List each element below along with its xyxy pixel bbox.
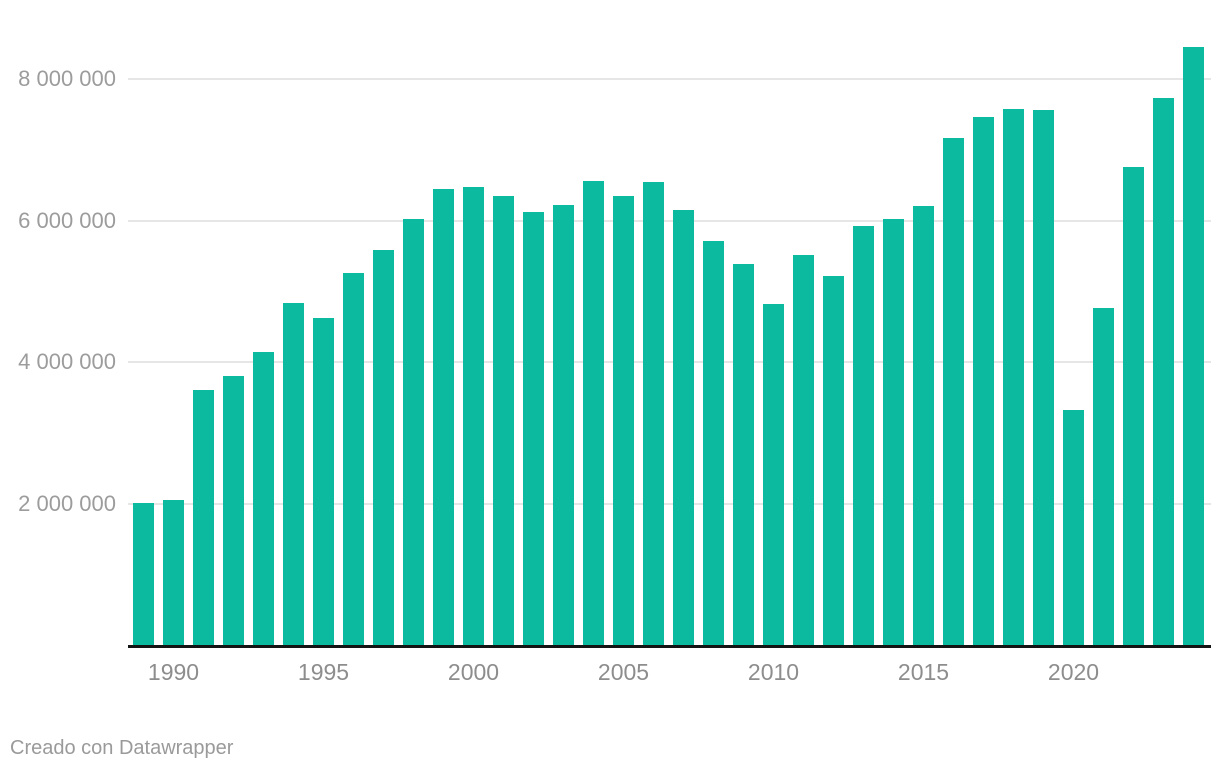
bar-2008[interactable] <box>703 241 724 645</box>
bar-1995[interactable] <box>313 318 334 645</box>
bar-1996[interactable] <box>343 273 364 645</box>
x-tick-label-2015: 2015 <box>897 659 950 685</box>
x-tick-label-2005: 2005 <box>597 659 650 685</box>
bar-1991[interactable] <box>193 390 214 645</box>
y-tick-label-4000000: 4 000 000 <box>18 349 116 374</box>
x-tick-label-1995: 1995 <box>297 659 350 685</box>
bar-2013[interactable] <box>853 226 874 645</box>
bar-2016[interactable] <box>943 138 964 645</box>
x-tick-label-2020: 2020 <box>1047 659 1100 685</box>
bar-2000[interactable] <box>463 187 484 645</box>
gridline-8000000 <box>128 78 1211 80</box>
bar-1993[interactable] <box>253 352 274 645</box>
bar-1999[interactable] <box>433 189 454 645</box>
bar-2010[interactable] <box>763 304 784 645</box>
plot-area <box>128 0 1211 645</box>
bar-2003[interactable] <box>553 205 574 645</box>
bar-2014[interactable] <box>883 219 904 645</box>
bar-1990[interactable] <box>163 500 184 645</box>
bar-2002[interactable] <box>523 212 544 645</box>
bar-2007[interactable] <box>673 210 694 645</box>
bar-2020[interactable] <box>1063 410 1084 645</box>
bar-2017[interactable] <box>973 117 994 645</box>
x-tick-label-2000: 2000 <box>447 659 500 685</box>
bar-2012[interactable] <box>823 276 844 645</box>
bar-2009[interactable] <box>733 264 754 645</box>
x-tick-label-2010: 2010 <box>747 659 800 685</box>
bar-1994[interactable] <box>283 303 304 645</box>
y-tick-label-8000000: 8 000 000 <box>18 66 116 91</box>
bar-2001[interactable] <box>493 196 514 645</box>
bar-1998[interactable] <box>403 219 424 645</box>
bar-2006[interactable] <box>643 182 664 645</box>
gridline-2000000 <box>128 502 1211 505</box>
credit-text: Creado con Datawrapper <box>10 737 234 759</box>
bar-2011[interactable] <box>793 255 814 645</box>
credit-line: Creado con Datawrapper <box>10 736 233 760</box>
bar-1989[interactable] <box>133 503 154 645</box>
gridline-6000000 <box>128 219 1211 222</box>
gridline-4000000 <box>128 361 1211 363</box>
x-tick-label-1990: 1990 <box>147 659 200 685</box>
bar-2019[interactable] <box>1033 110 1054 645</box>
y-tick-label-6000000: 6 000 000 <box>18 207 116 233</box>
bar-2005[interactable] <box>613 196 634 645</box>
bar-2023[interactable] <box>1153 98 1174 645</box>
bar-2021[interactable] <box>1093 308 1114 645</box>
bar-1997[interactable] <box>373 250 394 645</box>
y-tick-label-2000000: 2 000 000 <box>18 490 116 516</box>
bar-2024[interactable] <box>1183 47 1204 645</box>
bar-2018[interactable] <box>1003 109 1024 645</box>
bar-2022[interactable] <box>1123 167 1144 645</box>
bar-2004[interactable] <box>583 181 604 645</box>
bar-1992[interactable] <box>223 376 244 645</box>
x-axis-line <box>128 645 1211 648</box>
bar-2015[interactable] <box>913 206 934 645</box>
